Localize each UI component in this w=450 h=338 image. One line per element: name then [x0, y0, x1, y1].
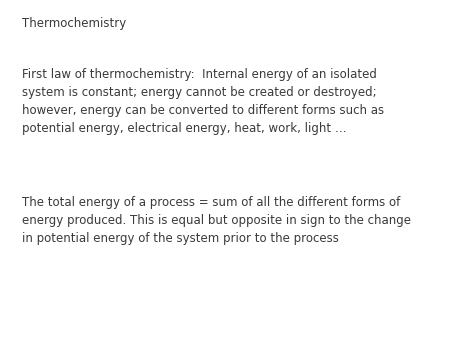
- Text: Thermochemistry: Thermochemistry: [22, 17, 127, 30]
- Text: First law of thermochemistry:  Internal energy of an isolated
system is constant: First law of thermochemistry: Internal e…: [22, 68, 385, 135]
- Text: The total energy of a process = sum of all the different forms of
energy produce: The total energy of a process = sum of a…: [22, 196, 411, 245]
